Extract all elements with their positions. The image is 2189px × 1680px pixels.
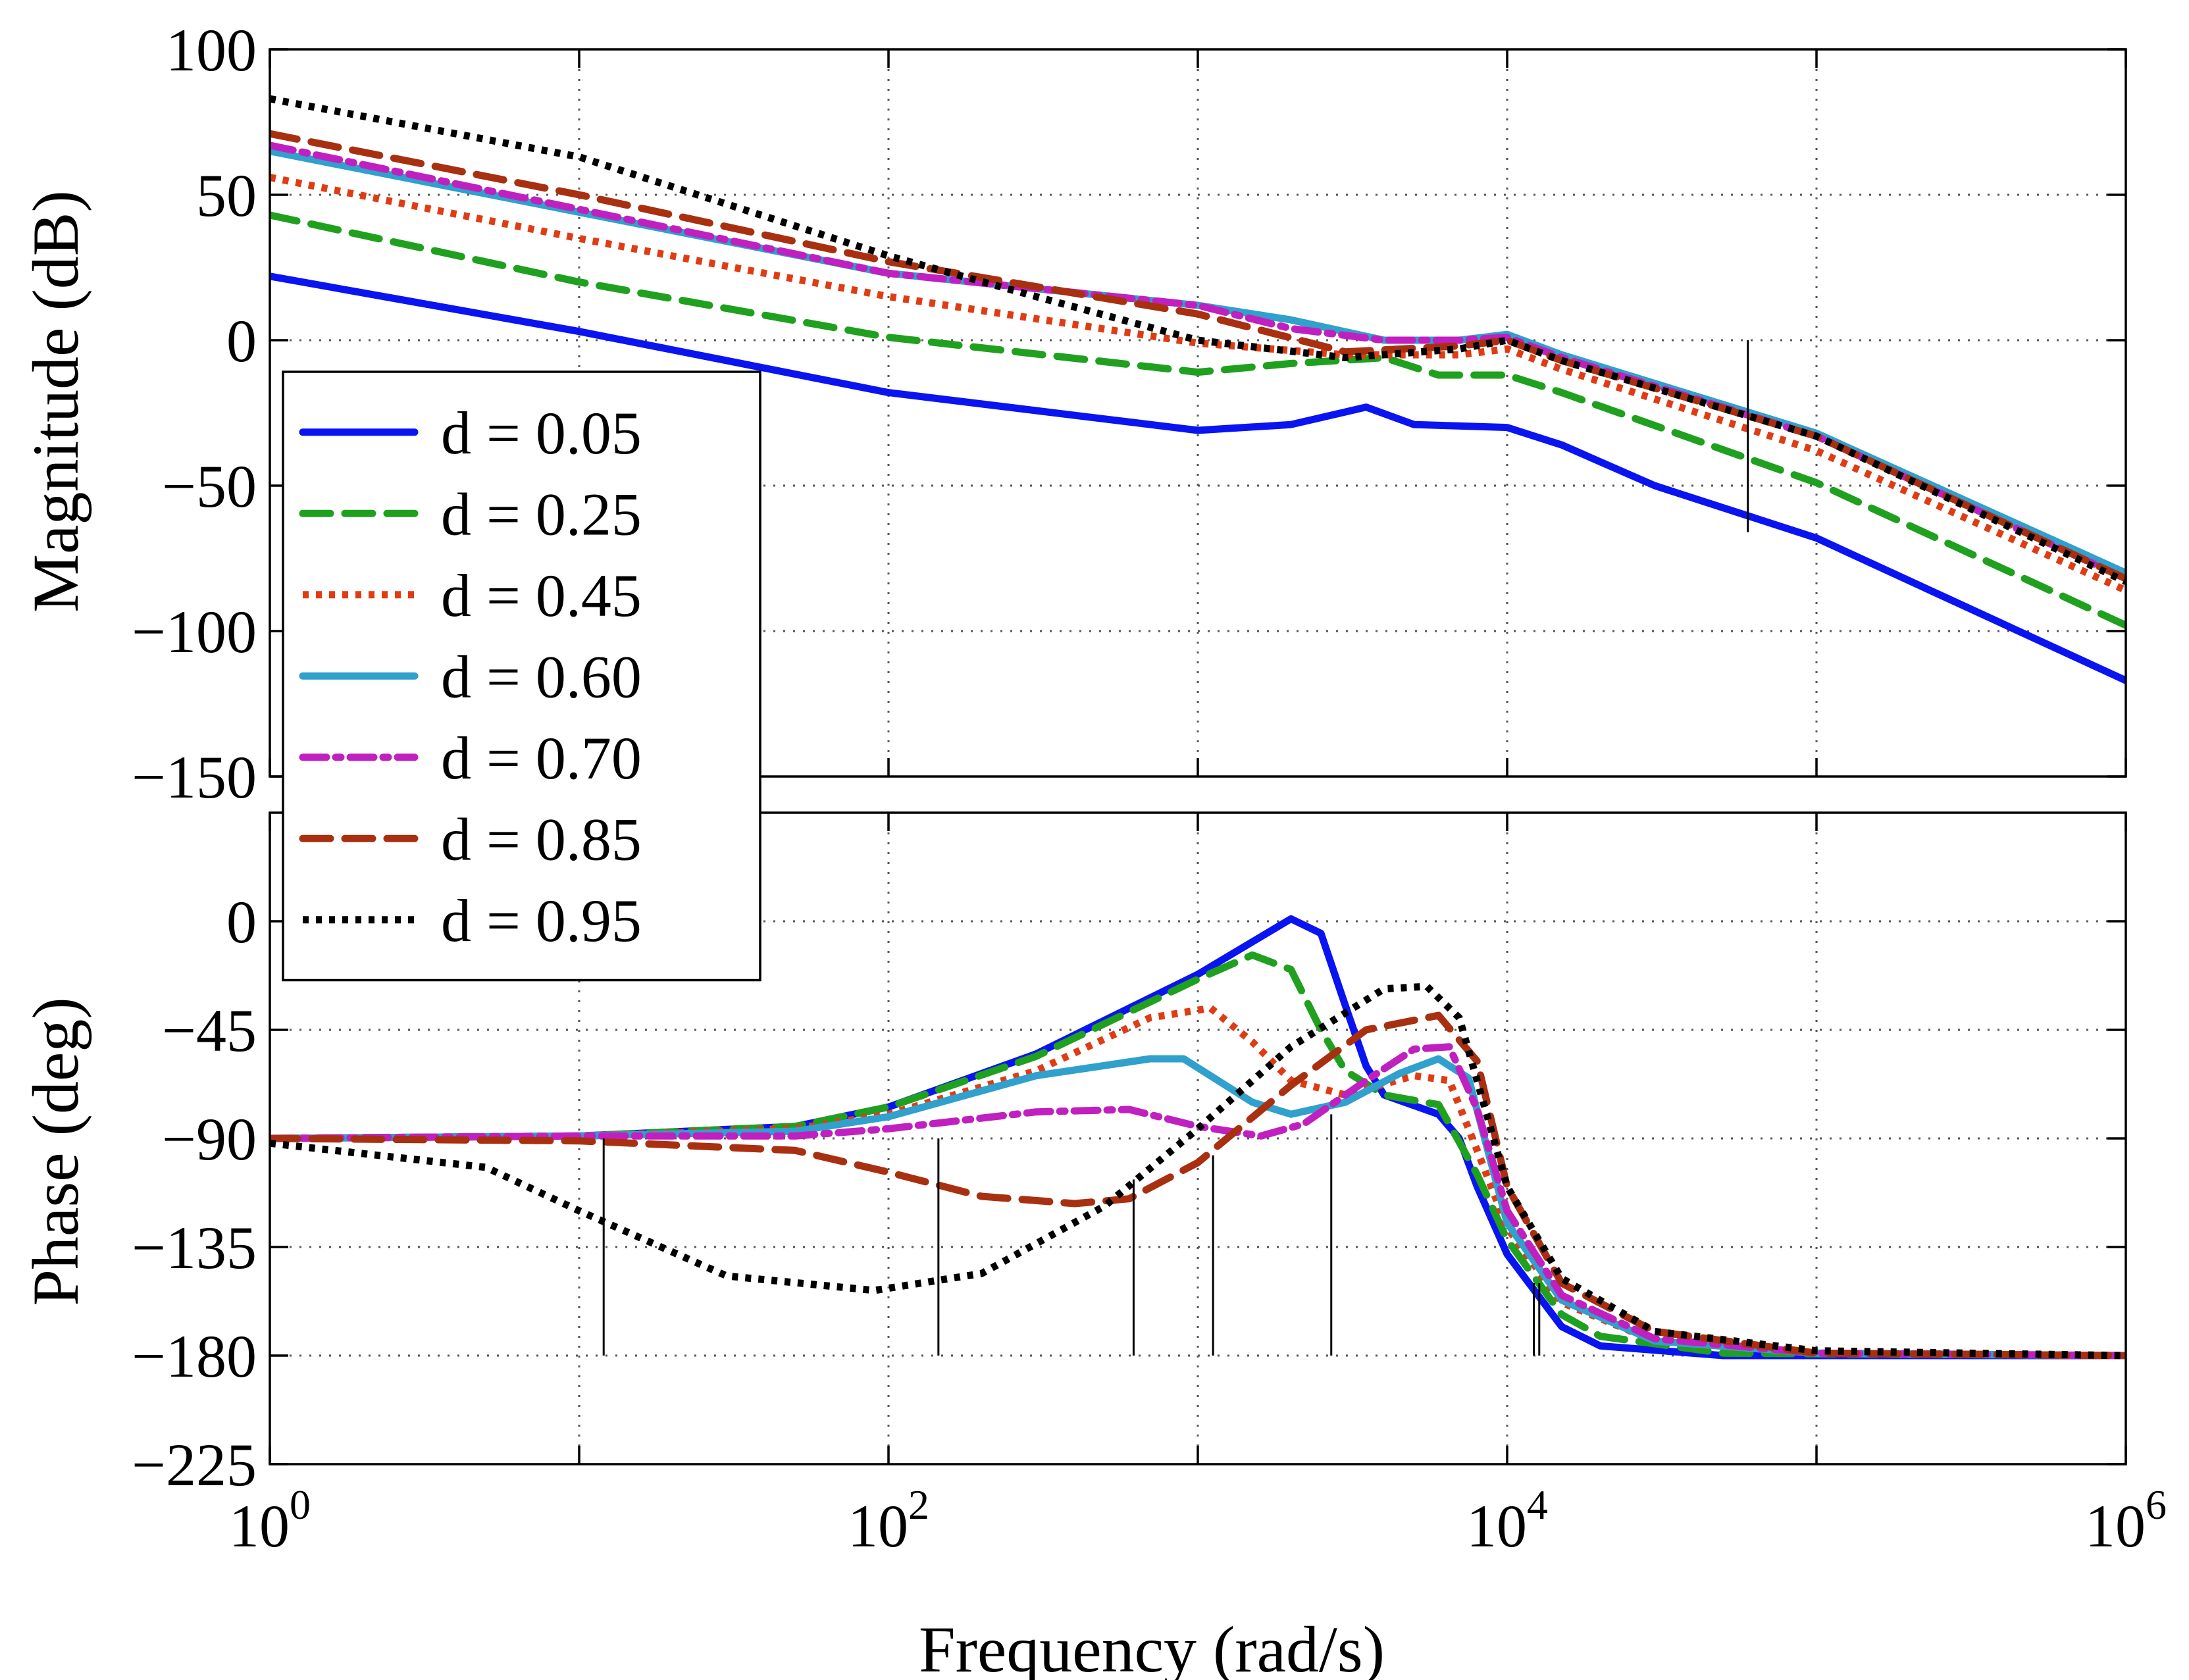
series-line-045 (270, 174, 2126, 594)
x-tick-label: 102 (848, 1481, 929, 1560)
magnitude-panel: 100 50 0 −50 −100 −150 (132, 16, 2127, 811)
y-tick-label: 50 (196, 162, 257, 229)
magnitude-axis-title: Magnitude (dB) (19, 190, 92, 613)
y-tick-label: −100 (132, 598, 257, 665)
series-line-095 (270, 982, 2126, 1360)
series-line-060 (270, 1055, 2126, 1360)
x-tick-label: 106 (2085, 1481, 2167, 1560)
legend-label: d = 0.70 (441, 725, 642, 792)
y-tick-label: −225 (132, 1431, 257, 1498)
legend-label: d = 0.45 (441, 562, 642, 629)
axes-frame (269, 48, 2127, 778)
legend-label: d = 0.60 (441, 643, 642, 710)
x-tick-label: 104 (1466, 1481, 1548, 1560)
y-tick-label: −180 (132, 1323, 257, 1390)
y-tick-label: 100 (166, 16, 257, 84)
series-line-085 (270, 1011, 2126, 1360)
legend-label: d = 0.85 (441, 805, 642, 873)
series-line-005 (270, 272, 2126, 684)
axes-frame (269, 811, 2127, 1465)
legend-label: d = 0.05 (441, 399, 642, 467)
series-line-045 (270, 1004, 2126, 1360)
y-tick-label: −135 (132, 1214, 257, 1281)
series-line-095 (270, 95, 2126, 585)
series-line-070 (270, 1043, 2126, 1360)
y-tick-label: −45 (162, 997, 257, 1064)
series-line-025 (270, 211, 2126, 629)
legend-label: d = 0.25 (441, 480, 642, 547)
legend: d = 0.05 d = 0.25 d = 0.45 d = 0.60 d = 0.70… (282, 370, 761, 982)
frequency-axis-title: Frequency (rad/s) (919, 1613, 1385, 1680)
y-tick-label: 0 (226, 307, 257, 374)
y-tick-label: 0 (226, 888, 257, 955)
y-tick-label: −90 (162, 1106, 257, 1173)
y-tick-label: −150 (132, 744, 257, 811)
phase-axis-title: Phase (deg) (19, 997, 92, 1306)
series-line-070 (270, 141, 2126, 582)
x-tick-label: 100 (229, 1481, 311, 1560)
legend-label: d = 0.95 (441, 887, 642, 954)
series-line-025 (270, 951, 2126, 1360)
y-tick-label: −50 (162, 453, 257, 520)
